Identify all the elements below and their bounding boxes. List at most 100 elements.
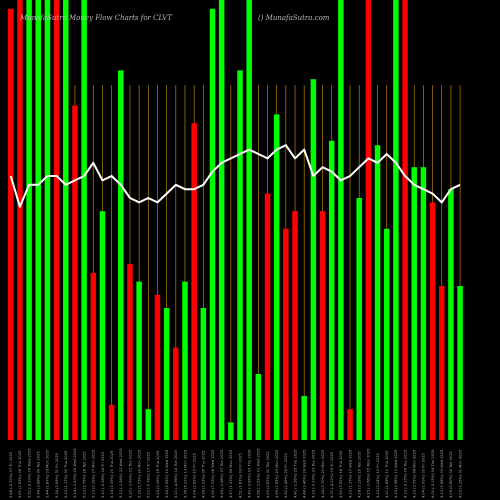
bar [420, 167, 427, 440]
x-tick-label: 4.15 (-1.66%) 15 Mon 2025 [367, 449, 371, 498]
x-tick-label: 4.33 (1.17%) 17 Wed 2025 [348, 450, 352, 498]
x-tick-label: 4.19 (3.71%) 08 Mon 2025 [413, 450, 417, 498]
bar [35, 0, 42, 440]
bar [438, 286, 445, 440]
x-tick-label: 5.52 (-2.13%) 05 Wed 2025 [27, 448, 31, 498]
bar [347, 409, 353, 440]
bar [246, 0, 252, 440]
bar [8, 8, 14, 441]
bar [393, 0, 399, 440]
bar [429, 202, 436, 440]
x-tick-label: 5.36 (5.31%) 13 Mon 2025 [183, 450, 187, 498]
x-tick-label: 4.59 (1.55%) 29 Mon 2025 [275, 450, 279, 498]
bar [200, 308, 207, 440]
bar [209, 8, 216, 441]
bar [136, 281, 142, 440]
x-tick-label: 5.09 (2.62%) 10 Fri 2025 [192, 453, 196, 498]
bar [191, 123, 197, 440]
x-tick-label: 4.33 (-0.23%) 23 Tue 2025 [312, 450, 316, 498]
bars-layer [8, 0, 463, 441]
bar [338, 0, 344, 440]
bar [292, 211, 298, 440]
x-tick-label: 4.51 (1.81%) 03 Fri 2025 [238, 453, 242, 498]
x-tick-label: 5.20 (-1.89%) 21 Tue 2025 [128, 450, 132, 498]
bar [283, 228, 289, 440]
chart-title: MunafaSutra Money Flow Charts for CLVT [19, 14, 173, 22]
bar [154, 294, 161, 440]
x-tick-label: 5.11 (-4.66%) 14 Tue 2025 [174, 450, 178, 498]
bar [99, 211, 106, 440]
bar [127, 264, 133, 440]
x-tick-label: 4.50 (3.92%) 18 Thu 2025 [339, 451, 343, 498]
bar [328, 140, 335, 441]
x-tick-label: 4.14 (0.98%) 10 Wed 2025 [394, 450, 398, 498]
x-tick-label: 4.04 (1.00%) 05 Fri 2025 [422, 453, 426, 498]
x-tick-label: 5.14 (0.39%) 23 Thu 2025 [110, 451, 114, 498]
bar [118, 70, 124, 441]
bar [17, 0, 23, 440]
x-tick-label: 5.11 (-0.58%) 24 Fri 2025 [101, 452, 105, 498]
x-tick-label: 4.63 (0.87%) 30 Tue 2025 [266, 451, 270, 498]
bar [108, 404, 115, 440]
bar [457, 286, 463, 440]
x-tick-label: 5.21 (-0.76%) 17 Fri 2025 [147, 452, 151, 498]
x-tick-label: 4.56 (-1.51%) 01 Wed 2025 [257, 448, 261, 498]
x-tick-label: 4.31 (-4.22%) 19 Fri 2025 [330, 452, 334, 498]
x-tick-label: 4.13 (1.98%) 03 Wed 2025 [440, 450, 444, 498]
x-tick-label: 5.14 (-1.53%) 29 Wed 2025 [73, 448, 77, 498]
x-tick-label: 4.34 (0.70%) 22 Mon 2025 [321, 450, 325, 498]
bar [319, 211, 326, 440]
bar [448, 189, 454, 440]
x-tick-label: 4.22 (0.24%) 12 Fri 2025 [376, 453, 380, 498]
x-tick-label: 5.22 (1.75%) 28 Tue 2025 [82, 451, 86, 498]
x-tick-label: 5.24 (2.55%) 15 Wed 2025 [165, 450, 169, 498]
money-flow-line [9, 144, 461, 208]
x-tick-label: 4.54 (-0.66%) 07 Tue 2025 [220, 450, 224, 498]
bar [26, 0, 32, 440]
bar [273, 114, 280, 441]
bar [301, 396, 307, 440]
bar [365, 0, 372, 440]
bar [182, 281, 188, 440]
x-tick-label: 5.44 (1.87%) 03 Mon 2025 [46, 450, 50, 498]
bar [356, 198, 362, 440]
money-flow-line-layer [9, 144, 461, 208]
x-tick-label: 4.57 (1.33%) 06 Mon 2025 [229, 450, 233, 498]
bar [81, 0, 87, 440]
x-tick-label: 5.25 (0.19%) 16 Thu 2025 [156, 451, 160, 498]
x-tick-label: 5.13 (0.39%) 27 Mon 2025 [92, 450, 96, 498]
x-tick-label: 5.30 (1.73%) 20 Mon 2025 [137, 450, 141, 498]
bar [402, 0, 408, 440]
bar [44, 0, 51, 440]
bar [237, 70, 243, 441]
chart-watermark: () MunafaSutra.com [258, 14, 330, 22]
x-tick-label: 4.10 (-2.15%) 09 Tue 2025 [403, 450, 407, 498]
bar [255, 374, 262, 440]
x-tick-label: 5.48 (-2.32%) 07 Fri 2025 [9, 452, 13, 498]
bar [63, 0, 69, 440]
bar [173, 347, 179, 440]
x-tick-label: 4.00 (-3.15%) 04 Thu 2025 [431, 449, 435, 498]
bar [411, 167, 417, 440]
x-tick-label: 4.05 (0.50%) 02 Tue 2025 [449, 451, 453, 498]
x-tick-label: 4.90 (7.93%) 08 Wed 2025 [211, 450, 215, 498]
x-tick-label: 5.20 (1.17%) 30 Thu 2025 [64, 451, 68, 498]
bar [228, 422, 234, 440]
x-tick-label: 4.21 (1.69%) 11 Thu 2025 [385, 451, 389, 498]
bar [218, 0, 225, 440]
x-tick-label: 4.96 (1.22%) 09 Thu 2025 [202, 451, 206, 498]
bar [163, 308, 170, 440]
bar [264, 193, 271, 440]
x-tick-label: 5.64 (3.68%) 04 Tue 2025 [37, 451, 41, 498]
x-tick-label: 4.48 (3.46%) 24 Wed 2025 [302, 450, 306, 498]
x-tick-label: 4.03 (1.25%) 01 Mon 2025 [458, 450, 462, 498]
x-tick-label: 5.34 (2.69%) 31 Fri 2025 [55, 453, 59, 498]
x-tick-label: 5.61 (1.63%) 06 Thu 2025 [18, 451, 22, 498]
x-tick-label: 4.28 (3.13%) 16 Tue 2025 [358, 451, 362, 498]
x-tick-label: 4.43 (-2.85%) 02 Thu 2025 [247, 449, 251, 498]
bar [145, 409, 152, 440]
x-tick-label: 4.41 (-1.56%) 25 Thu 2025 [293, 449, 297, 498]
x-tick-label: 4.52 (2.49%) 26 Fri 2025 [284, 453, 288, 498]
x-tick-labels: 5.48 (-2.32%) 07 Fri 2025 5.61 (1.63%) 06… [9, 448, 462, 498]
bar [374, 145, 381, 440]
